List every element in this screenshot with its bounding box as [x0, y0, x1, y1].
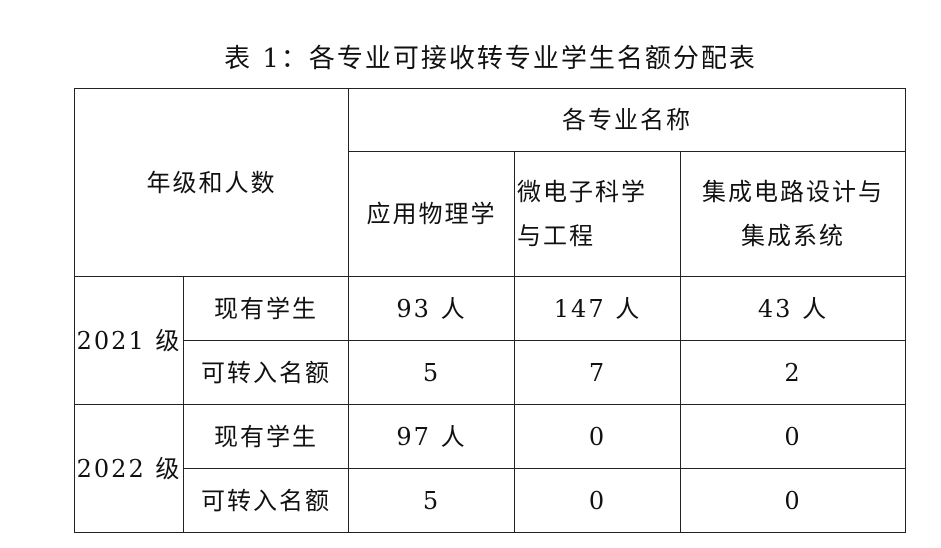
header-major-applied-physics: 应用物理学: [348, 151, 515, 277]
row-label: 可转入名额: [183, 340, 349, 405]
header-major-ic-design: 集成电路设计与 集成系统: [680, 151, 906, 277]
value-cell: 2: [680, 340, 906, 405]
table-row: 2021 级 现有学生 93 人 147 人 43 人: [74, 276, 906, 405]
grade-cell: 2022 级: [74, 404, 184, 533]
value-cell: 5: [348, 468, 515, 533]
major-name-line1: 微电子科学: [517, 178, 647, 206]
row-label: 现有学生: [183, 404, 349, 469]
quota-table: 年级和人数 各专业名称 应用物理学 微电子科学与工程 集成电路设计与 集成系统 2…: [74, 88, 906, 533]
value-cell: 0: [514, 468, 681, 533]
value-cell: 5: [348, 340, 515, 405]
row-label: 现有学生: [183, 276, 349, 341]
header-grade-and-count: 年级和人数: [74, 88, 349, 277]
header-majors-group: 各专业名称: [348, 88, 906, 152]
table-row: 可转入名额 5 0 0: [75, 468, 906, 533]
table-row: 可转入名额 5 7 2: [75, 340, 906, 405]
value-cell: 0: [680, 468, 906, 533]
value-cell: 147 人: [514, 276, 681, 341]
value-cell: 0: [680, 404, 906, 469]
row-label: 可转入名额: [183, 468, 349, 533]
grade-cell: 2021 级: [74, 276, 184, 405]
header-major-microelectronics: 微电子科学 与工程: [514, 151, 681, 277]
value-cell: 0: [514, 404, 681, 469]
value-cell: 97 人: [348, 404, 515, 469]
value-cell: 7: [514, 340, 681, 405]
table-row: 2022 级 现有学生 97 人 0 0: [74, 404, 906, 533]
value-cell: 43 人: [680, 276, 906, 341]
value-cell: 93 人: [348, 276, 515, 341]
major-name-line1: 集成电路设计与: [702, 178, 884, 206]
major-name-line2: 集成系统: [741, 222, 845, 250]
major-name-line2: 与工程: [517, 222, 595, 250]
table-title: 表 1：各专业可接收转专业学生名额分配表: [224, 44, 757, 74]
major-name: 应用物理学: [366, 200, 497, 228]
